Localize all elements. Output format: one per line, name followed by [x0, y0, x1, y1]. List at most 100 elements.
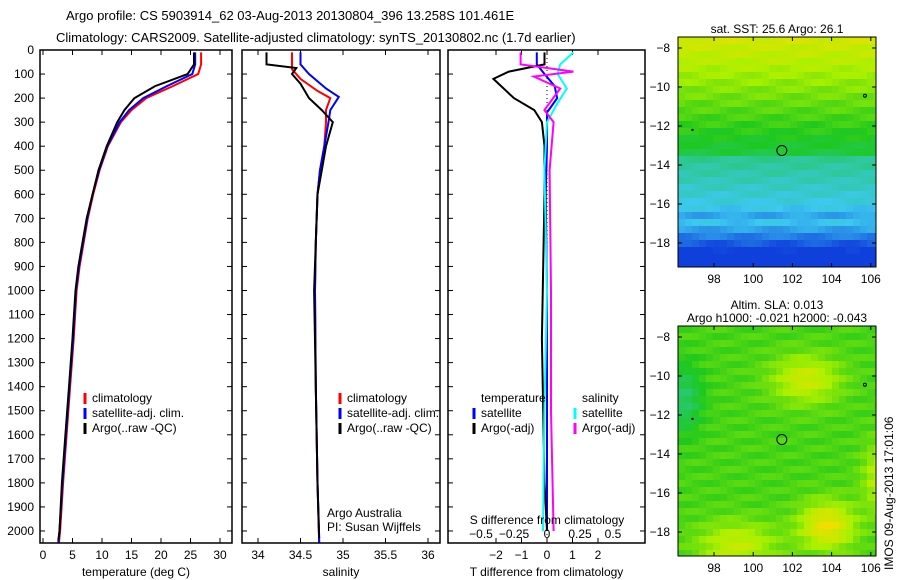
map-cell — [825, 44, 832, 51]
map-cell — [846, 184, 853, 191]
map-cell — [825, 431, 832, 438]
map-cell — [783, 93, 790, 100]
map-cell — [720, 536, 727, 543]
map-cell — [769, 333, 776, 340]
map-cell — [769, 459, 776, 466]
map-cell — [860, 375, 867, 382]
map-cell — [846, 114, 853, 121]
map-cell — [790, 466, 797, 473]
map-cell — [783, 100, 790, 107]
map-cell — [839, 100, 846, 107]
map-cell — [811, 93, 818, 100]
map-cell — [685, 410, 692, 417]
map-cell — [741, 347, 748, 354]
map-cell — [867, 72, 874, 79]
map-cell — [867, 501, 874, 508]
map-cell — [734, 240, 741, 247]
y-tick-label: −14 — [650, 447, 671, 461]
map-cell — [874, 37, 876, 44]
map-cell — [727, 508, 734, 515]
map-cell — [727, 37, 734, 44]
map-cell — [748, 261, 755, 267]
map-cell — [685, 51, 692, 58]
map-cell — [867, 543, 874, 550]
map-cell — [790, 410, 797, 417]
map-cell — [790, 205, 797, 212]
map-title: sat. SST: 25.6 Argo: 26.1 — [711, 22, 844, 36]
map-cell — [846, 212, 853, 219]
map-cell — [860, 79, 867, 86]
map-cell — [713, 361, 720, 368]
map-cell — [783, 177, 790, 184]
map-cell — [706, 375, 713, 382]
map-cell — [867, 149, 874, 156]
map-cell — [825, 261, 832, 267]
map-cell — [825, 247, 832, 254]
map-cell — [818, 128, 825, 135]
map-cell — [804, 205, 811, 212]
map-cell — [713, 72, 720, 79]
map-cell — [692, 459, 699, 466]
map-cell — [804, 403, 811, 410]
map-cell — [832, 417, 839, 424]
map-cell — [804, 543, 811, 550]
map-cell — [734, 480, 741, 487]
map-cell — [811, 79, 818, 86]
map-cell — [776, 226, 783, 233]
map-cell — [727, 142, 734, 149]
map-cell — [811, 100, 818, 107]
map-cell — [741, 333, 748, 340]
map-cell — [825, 354, 832, 361]
map-cell — [839, 254, 846, 261]
map-cell — [783, 51, 790, 58]
map-cell — [783, 501, 790, 508]
map-cell — [874, 191, 876, 198]
map-cell — [811, 368, 818, 375]
map-cell — [699, 247, 706, 254]
map-cell — [860, 128, 867, 135]
map-cell — [797, 368, 804, 375]
map-cell — [811, 107, 818, 114]
map-cell — [811, 403, 818, 410]
x-tick-label: 35 — [336, 548, 350, 562]
map-cell — [713, 515, 720, 522]
map-cell — [874, 198, 876, 205]
map-cell — [776, 347, 783, 354]
map-cell — [867, 396, 874, 403]
map-cell — [776, 79, 783, 86]
map-cell — [755, 522, 762, 529]
map-cell — [860, 354, 867, 361]
map-cell — [685, 361, 692, 368]
map-cell — [804, 198, 811, 205]
map-cell — [713, 240, 720, 247]
map-cell — [692, 550, 699, 556]
map-cell — [839, 51, 846, 58]
y-tick-label: 1900 — [7, 500, 34, 514]
map-cell — [818, 254, 825, 261]
map-cell — [867, 205, 874, 212]
map-cell — [832, 424, 839, 431]
map-cell — [790, 452, 797, 459]
map-cell — [748, 340, 755, 347]
map-cell — [797, 522, 804, 529]
map-cell — [755, 135, 762, 142]
map-cell — [734, 128, 741, 135]
map-cell — [797, 403, 804, 410]
map-cell — [783, 254, 790, 261]
y-tick-label: 600 — [14, 187, 34, 201]
map-cell — [839, 121, 846, 128]
map-cell — [797, 508, 804, 515]
map-cell — [776, 149, 783, 156]
map-cell — [783, 494, 790, 501]
legend-label: satellite-adj. clim. — [347, 406, 439, 420]
map-cell — [874, 452, 876, 459]
map-cell — [685, 494, 692, 501]
map-cell — [699, 177, 706, 184]
map-cell — [769, 403, 776, 410]
map-cell — [832, 487, 839, 494]
map-cell — [685, 240, 692, 247]
map-cell — [706, 452, 713, 459]
map-cell — [692, 340, 699, 347]
map-cell — [783, 375, 790, 382]
map-cell — [783, 515, 790, 522]
